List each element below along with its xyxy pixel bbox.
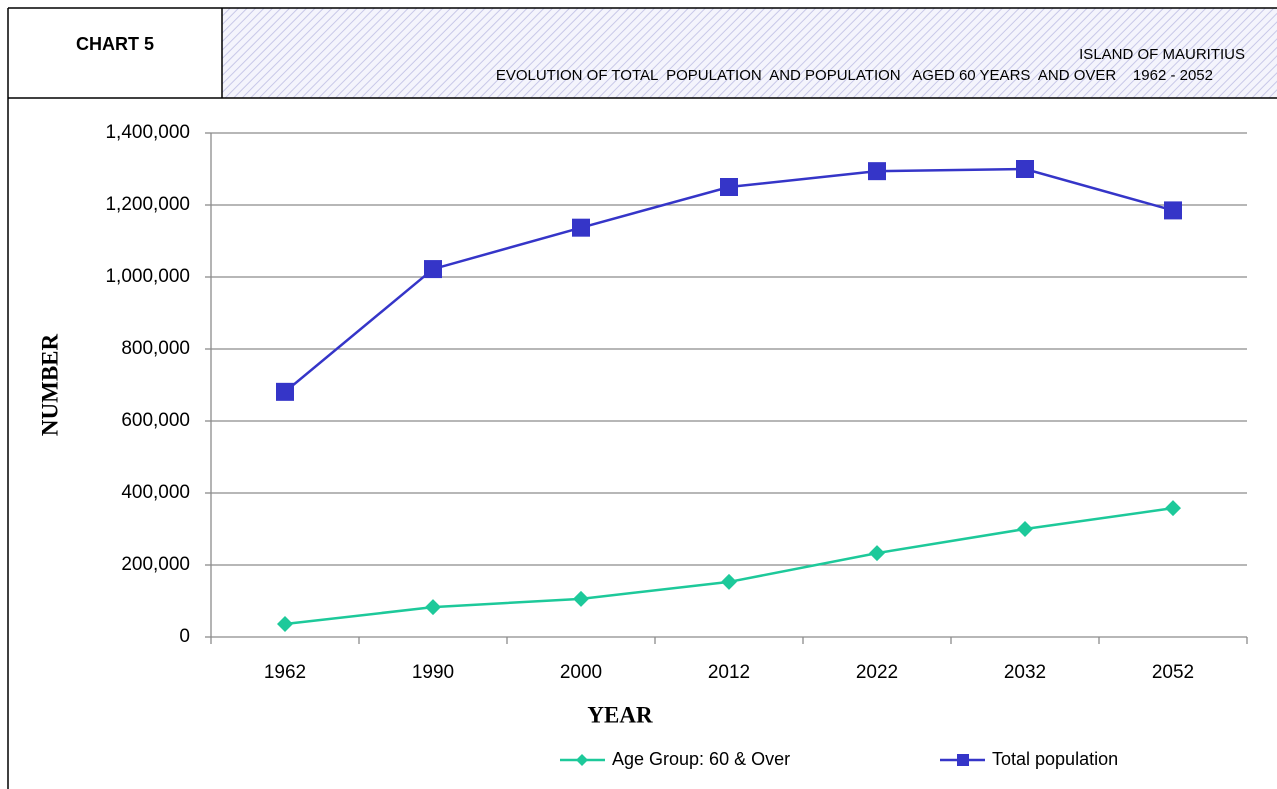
point-marker bbox=[869, 545, 885, 562]
x-tick-label: 1990 bbox=[412, 662, 454, 683]
x-tick-label: 2000 bbox=[560, 662, 602, 683]
y-tick-label: 1,000,000 bbox=[105, 266, 190, 287]
legend-label: Total population bbox=[992, 749, 1118, 769]
legend-marker bbox=[576, 754, 588, 766]
point-marker bbox=[1016, 160, 1034, 178]
header-background bbox=[222, 8, 1277, 98]
point-marker bbox=[1017, 521, 1033, 537]
point-marker bbox=[276, 382, 294, 401]
y-tick-label: 1,200,000 bbox=[105, 194, 190, 215]
y-tick-label: 600,000 bbox=[121, 410, 190, 431]
x-tick-label: 2052 bbox=[1152, 662, 1194, 683]
y-tick-label: 0 bbox=[179, 626, 190, 647]
y-axis-label: NUMBER bbox=[37, 334, 62, 437]
chart-subtitle: EVOLUTION OF TOTAL POPULATION AND POPULA… bbox=[496, 67, 1213, 84]
x-tick-label: 1962 bbox=[264, 662, 306, 683]
point-marker bbox=[1165, 500, 1181, 517]
x-tick-label: 2022 bbox=[856, 662, 898, 683]
point-marker bbox=[1164, 201, 1182, 220]
y-tick-label: 1,400,000 bbox=[105, 122, 190, 143]
y-tick-label: 400,000 bbox=[121, 482, 190, 503]
point-marker bbox=[721, 573, 737, 590]
chart-title: ISLAND OF MAURITIUS bbox=[1079, 46, 1245, 63]
point-marker bbox=[424, 260, 442, 279]
point-marker bbox=[573, 590, 589, 607]
chart-label: CHART 5 bbox=[76, 34, 154, 54]
series-line bbox=[284, 506, 1174, 626]
x-axis-label: YEAR bbox=[587, 702, 653, 727]
x-tick-label: 2012 bbox=[708, 662, 750, 683]
point-marker bbox=[868, 162, 886, 181]
x-tick-label: 2032 bbox=[1004, 662, 1046, 683]
y-tick-label: 200,000 bbox=[121, 554, 190, 575]
point-marker bbox=[720, 178, 738, 196]
point-marker bbox=[425, 599, 441, 616]
legend-marker bbox=[957, 754, 969, 766]
series-line bbox=[284, 167, 1174, 393]
point-marker bbox=[572, 218, 590, 237]
legend-label: Age Group: 60 & Over bbox=[612, 749, 790, 769]
point-marker bbox=[277, 616, 293, 633]
y-tick-label: 800,000 bbox=[121, 338, 190, 359]
